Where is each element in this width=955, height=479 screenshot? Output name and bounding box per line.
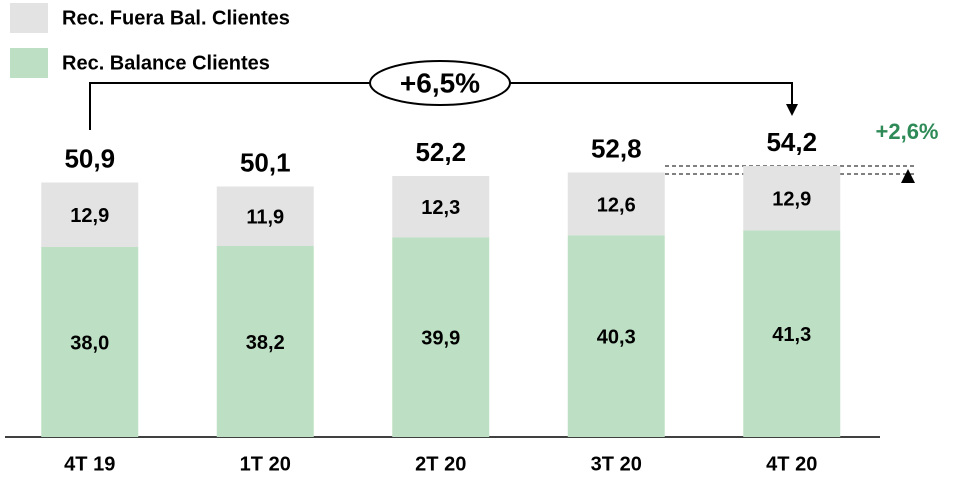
bar-segment <box>567 235 665 437</box>
bar-segment <box>392 176 490 238</box>
x-tick-label: 3T 20 <box>591 453 642 475</box>
value-label: 12,3 <box>421 197 460 219</box>
x-tick-label: 4T 19 <box>64 453 115 475</box>
bar-segment <box>41 247 139 437</box>
value-label: 12,9 <box>70 205 109 227</box>
legend-swatch <box>10 3 48 33</box>
change-label: +2,6% <box>876 119 939 144</box>
growth-oval <box>369 60 511 106</box>
value-label: 41,3 <box>772 324 811 346</box>
x-tick-label: 2T 20 <box>415 453 466 475</box>
value-label: 11,9 <box>246 207 284 229</box>
bar-segment <box>216 246 314 437</box>
value-label: 38,0 <box>70 332 109 354</box>
total-label: 54,2 <box>766 127 817 157</box>
total-label: 50,9 <box>64 143 115 173</box>
bar-segment <box>743 166 841 231</box>
x-tick-label: 1T 20 <box>240 453 291 475</box>
total-label: 50,1 <box>240 147 291 177</box>
bar-segment <box>567 172 665 236</box>
x-tick-label: 4T 20 <box>766 453 817 475</box>
legend-swatch <box>10 48 48 78</box>
value-label: 39,9 <box>421 328 460 350</box>
value-label: 12,6 <box>597 194 636 216</box>
total-label: 52,8 <box>591 133 642 163</box>
value-label: 40,3 <box>597 327 636 349</box>
value-label: 38,2 <box>246 332 285 354</box>
bar-segment <box>392 237 490 437</box>
growth-bracket <box>89 82 793 130</box>
legend-label: Rec. Balance Clientes <box>62 52 270 74</box>
value-label: 12,9 <box>772 189 811 211</box>
arrow-head <box>786 104 798 116</box>
legend-label: Rec. Fuera Bal. Clientes <box>62 7 290 29</box>
bar-segment <box>41 182 139 247</box>
total-label: 52,2 <box>415 137 466 167</box>
growth-label: +6,5% <box>400 67 480 98</box>
bar-segment <box>216 186 314 246</box>
arrow-head <box>901 169 915 183</box>
bar-segment <box>743 230 841 437</box>
